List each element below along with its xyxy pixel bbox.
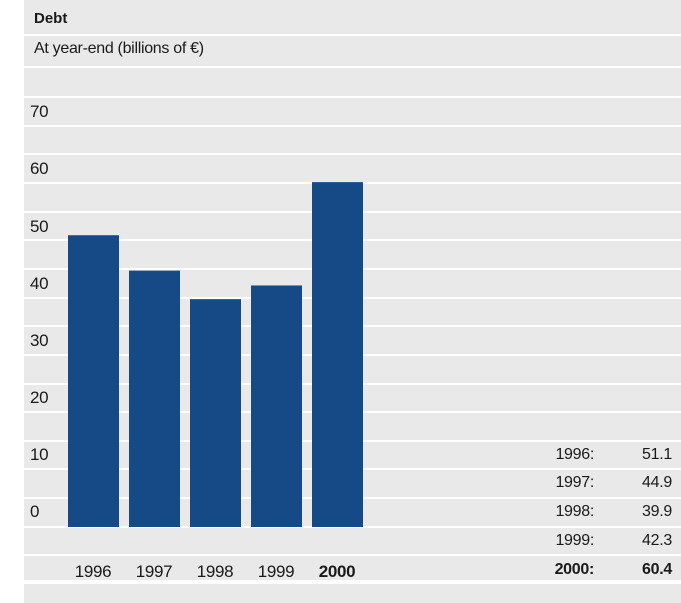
bar-1997 bbox=[129, 270, 180, 527]
table-value: 42.3 bbox=[642, 532, 672, 549]
grid-line bbox=[24, 153, 681, 155]
footer-band bbox=[24, 584, 681, 603]
grid-line bbox=[24, 66, 681, 68]
table-year: 1999: bbox=[555, 532, 594, 549]
table-value: 39.9 bbox=[642, 503, 672, 520]
table-year: 1998: bbox=[555, 503, 594, 520]
x-tick-label: 1998 bbox=[196, 562, 234, 581]
x-tick-label: 1999 bbox=[257, 562, 295, 581]
y-tick-label: 10 bbox=[30, 445, 49, 464]
table-year: 1996: bbox=[555, 446, 594, 463]
grid-line bbox=[24, 96, 681, 98]
grid-line bbox=[24, 125, 681, 127]
y-tick-label: 20 bbox=[30, 388, 49, 407]
table-value: 51.1 bbox=[642, 446, 672, 463]
x-tick-label: 1996 bbox=[74, 562, 112, 581]
x-tick-label: 1997 bbox=[135, 562, 173, 581]
x-tick-label-highlight: 2000 bbox=[318, 562, 356, 581]
y-tick-label: 40 bbox=[30, 274, 49, 293]
grid-line bbox=[24, 34, 681, 36]
bar-1999 bbox=[251, 285, 302, 527]
table-year-highlight: 2000: bbox=[554, 561, 595, 578]
bar-1996 bbox=[68, 235, 119, 527]
table-value-highlight: 60.4 bbox=[642, 561, 672, 578]
bar-2000 bbox=[312, 182, 363, 527]
y-tick-label: 30 bbox=[30, 331, 49, 350]
grid-line bbox=[24, 554, 681, 556]
chart-title: Debt bbox=[34, 10, 68, 27]
table-year: 1997: bbox=[555, 474, 594, 491]
y-tick-label: 70 bbox=[30, 102, 49, 121]
table-value: 44.9 bbox=[642, 474, 672, 491]
y-tick-label: 0 bbox=[30, 502, 40, 521]
bar-1998 bbox=[190, 299, 241, 527]
y-tick-label: 60 bbox=[30, 159, 49, 178]
y-tick-label: 50 bbox=[30, 217, 49, 236]
chart-subtitle: At year-end (billions of €) bbox=[34, 40, 204, 57]
